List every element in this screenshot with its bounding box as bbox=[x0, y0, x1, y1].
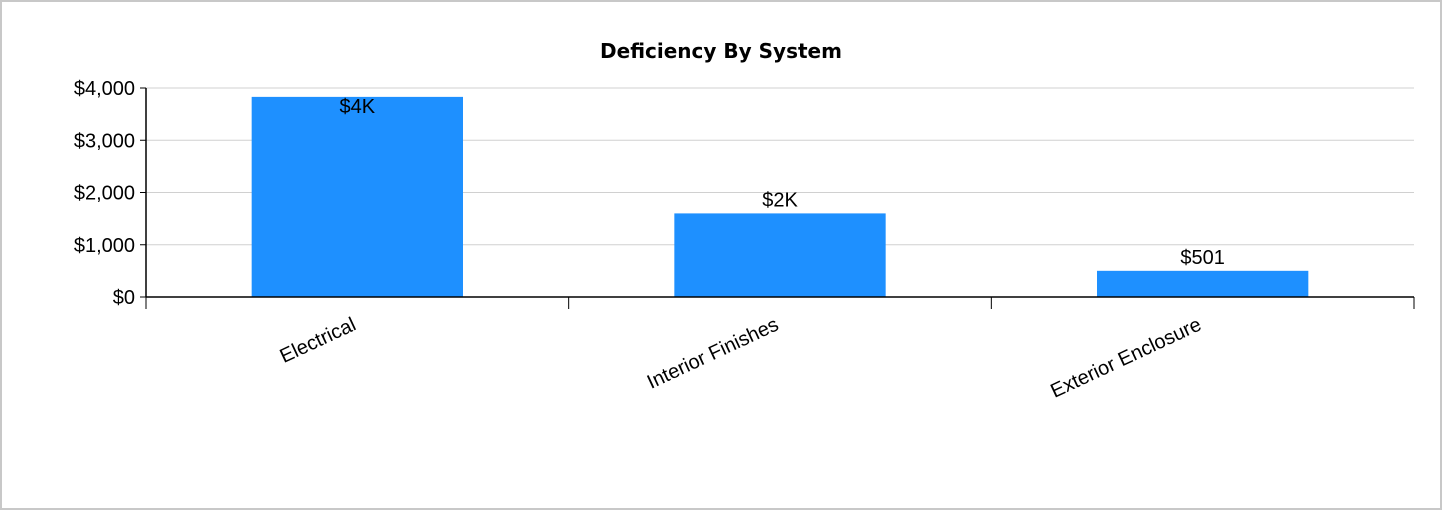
data-label: $501 bbox=[1180, 247, 1225, 269]
y-tick-label: $1,000 bbox=[74, 235, 135, 257]
x-axis-labels: Electrical Interior Finishes Exterior Encl… bbox=[277, 314, 1205, 403]
bar bbox=[674, 213, 886, 297]
x-tick-label: Exterior Enclosure bbox=[1047, 314, 1204, 403]
y-tick-label: $3,000 bbox=[74, 130, 135, 152]
y-axis-ticks: $0 $1,000 $2,000 $3,000 $4,000 bbox=[74, 78, 135, 309]
data-label: $2K bbox=[762, 189, 798, 211]
data-labels: $4K $2K $501 bbox=[340, 96, 1225, 269]
x-tick-label: Electrical bbox=[277, 314, 360, 368]
y-tick-label: $0 bbox=[113, 287, 135, 309]
y-tick-label: $4,000 bbox=[74, 78, 135, 100]
bars bbox=[251, 96, 1309, 297]
bar bbox=[1097, 270, 1309, 297]
axes bbox=[140, 87, 1415, 309]
chart-title: Deficiency By System bbox=[600, 39, 842, 63]
bar bbox=[251, 96, 463, 297]
x-tick-label: Interior Finishes bbox=[644, 314, 782, 394]
data-label: $4K bbox=[340, 96, 376, 118]
y-tick-label: $2,000 bbox=[74, 183, 135, 205]
